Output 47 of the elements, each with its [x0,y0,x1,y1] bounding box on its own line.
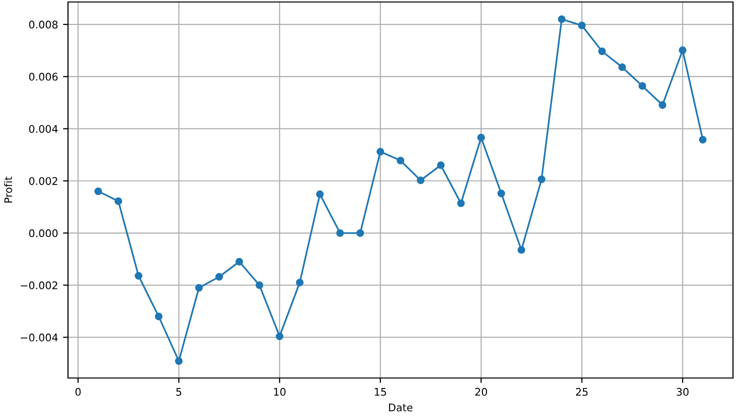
point [215,273,223,281]
y-tick-label: 0.004 [29,124,58,133]
point [698,136,707,144]
point [396,156,404,164]
point [195,284,203,292]
y-tick-label: 0.002 [29,177,58,185]
point [416,176,424,184]
point [518,246,526,254]
point [638,82,646,90]
point [598,47,606,56]
y-tick-label: 0.008 [29,20,58,29]
point [154,312,162,320]
point [578,22,586,30]
x-tick-label: 0 [75,388,81,396]
point [256,281,264,289]
point [296,278,304,286]
y-tick-label: −0.002 [20,281,58,290]
point [376,148,384,156]
point [114,197,122,206]
point [457,199,465,208]
point [94,187,102,196]
point [497,190,506,198]
point [538,175,546,184]
x-tick-label: 30 [676,388,689,396]
x-tick-label: 20 [475,388,488,396]
point [235,258,244,266]
y-tick-label: −0.004 [20,334,58,342]
point [658,101,666,109]
point [436,161,445,170]
y-axis-title: Profit [4,176,12,203]
point [276,332,284,340]
x-tick-label: 25 [576,388,588,396]
point [477,134,485,142]
x-axis-title: Date [389,404,412,412]
point [356,229,364,237]
y-tick-label: 0.000 [29,229,58,238]
x-tick-label: 5 [176,388,182,396]
point [678,46,686,54]
point [134,272,142,280]
x-tick-label: 10 [274,388,286,396]
point [558,15,566,24]
x-tick-label: 15 [374,388,386,396]
point [618,63,626,72]
point [316,190,324,198]
point [336,229,344,237]
y-tick-label: 0.006 [29,72,58,81]
point [175,357,183,365]
